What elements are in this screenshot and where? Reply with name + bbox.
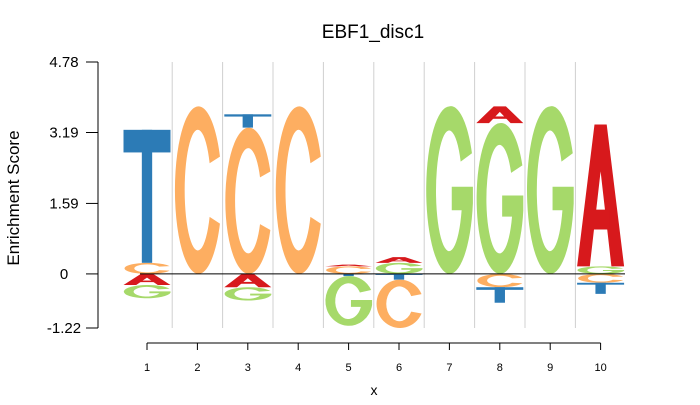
y-tick-label: 1.59 xyxy=(49,195,78,212)
logo-letter-C xyxy=(377,280,422,328)
logo-letter-A xyxy=(476,106,523,123)
x-tick-label: 8 xyxy=(497,362,503,374)
x-tick-label: 4 xyxy=(295,362,301,374)
logo-letter-C xyxy=(225,128,270,274)
x-axis: 1 2 3 4 5 6 7 8 9 10 xyxy=(144,343,607,374)
logo-letter-C xyxy=(175,106,220,274)
x-tick-label: 10 xyxy=(594,362,606,374)
x-tick-label: 2 xyxy=(194,362,200,374)
y-axis: 4.78 3.19 1.59 0 -1.22 xyxy=(47,54,98,337)
logo-letter-A xyxy=(376,257,423,263)
logo-letter-T xyxy=(224,114,271,127)
logo-letter-A xyxy=(325,265,372,267)
x-tick-label: 5 xyxy=(346,362,352,374)
y-axis-label: Enrichment Score xyxy=(4,130,23,265)
logo-letter-C xyxy=(276,106,321,274)
logo-letter-A xyxy=(577,125,624,267)
y-tick-label: 0 xyxy=(60,266,68,283)
x-tick-label: 7 xyxy=(446,362,452,374)
x-tick-label: 9 xyxy=(547,362,553,374)
x-tick-label: 6 xyxy=(396,362,402,374)
x-tick-label: 3 xyxy=(245,362,251,374)
y-tick-label: -1.22 xyxy=(47,320,81,337)
y-tick-label: 3.19 xyxy=(49,124,78,141)
x-tick-label: 1 xyxy=(144,362,150,374)
y-tick-label: 4.78 xyxy=(49,54,78,71)
logo-letter-G xyxy=(527,106,574,274)
logo-letter-C xyxy=(477,274,522,287)
logo-letter-A xyxy=(124,274,171,285)
logo-letter-A xyxy=(224,274,271,287)
logo-letter-T xyxy=(577,283,624,294)
logo-letter-G xyxy=(376,263,423,274)
x-axis-label: x xyxy=(371,382,378,398)
logo-letter-T xyxy=(124,130,171,263)
logo-letter-C xyxy=(326,266,371,274)
logo-letter-G xyxy=(225,287,272,300)
logo-letter-T xyxy=(376,274,423,280)
logo-letter-G xyxy=(577,266,624,274)
logo-letter-G xyxy=(325,276,372,326)
logo-letter-T xyxy=(476,287,523,303)
chart-title: EBF1_disc1 xyxy=(322,22,424,43)
logo-letter-G xyxy=(124,285,171,298)
logo-letter-C xyxy=(125,263,170,274)
logo-letter-C xyxy=(578,274,623,283)
logo-letter-G xyxy=(426,106,473,274)
logo-letter-G xyxy=(477,123,524,274)
